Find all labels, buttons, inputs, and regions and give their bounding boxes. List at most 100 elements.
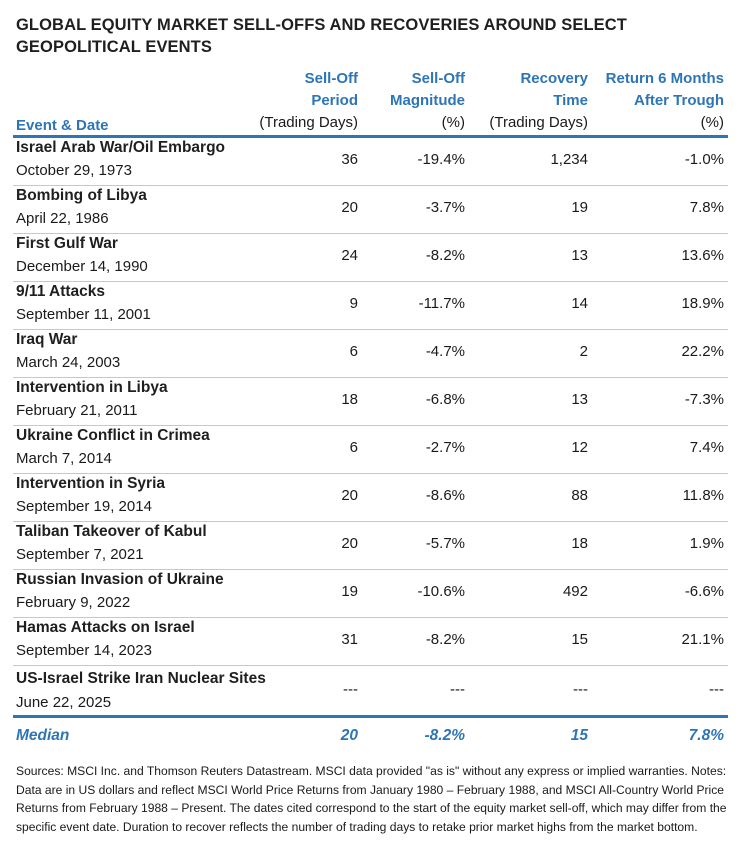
table-row: Iraq War March 24, 2003 6 -4.7% 2 22.2% [13, 330, 728, 378]
source-notes: Sources: MSCI Inc. and Thomson Reuters D… [16, 764, 727, 834]
recovery-time-cell: 18 [571, 535, 588, 552]
event-date: February 9, 2022 [16, 594, 131, 611]
event-date: March 7, 2014 [16, 450, 112, 467]
event-date: September 14, 2023 [16, 642, 152, 659]
return-6m-cell: 1.9% [689, 535, 724, 552]
selloff-magnitude-cell: -3.7% [425, 199, 465, 216]
selloff-period-cell: 6 [349, 343, 358, 360]
return-6m-cell: 22.2% [681, 343, 724, 360]
table-row: 9/11 Attacks September 11, 2001 9 -11.7% 14 1… [13, 282, 728, 330]
event-date: April 22, 1986 [16, 210, 109, 227]
recovery-time-cell: 1,234 [550, 151, 588, 168]
header-return-6m: Return 6 Months After Trough (%) [606, 68, 724, 134]
median-period: 20 [340, 727, 358, 744]
return-6m-cell: 7.8% [689, 199, 724, 216]
recovery-time-cell: 12 [571, 439, 588, 456]
event-name: Intervention in Syria [16, 475, 166, 492]
recovery-time-cell: 19 [571, 199, 588, 216]
selloff-magnitude-cell: --- [450, 681, 465, 698]
table-row: Russian Invasion of Ukraine February 9, 2… [13, 570, 728, 618]
header-recovery-time-line2: Time [553, 92, 588, 109]
header-selloff-magnitude-line2: Magnitude [390, 92, 465, 109]
median-divider [13, 715, 728, 718]
table-row: Ukraine Conflict in Crimea March 7, 2014 6… [13, 426, 728, 474]
selloff-period-cell: 24 [341, 247, 358, 264]
event-name: US-Israel Strike Iran Nuclear Sites [16, 670, 266, 687]
table-body: Israel Arab War/Oil Embargo October 29, 1… [13, 138, 728, 717]
header-return-6m-unit: (%) [700, 114, 724, 131]
median-return: 7.8% [688, 727, 724, 744]
header-divider [13, 135, 728, 138]
selloff-magnitude-cell: -8.2% [425, 631, 465, 648]
selloff-magnitude-cell: -8.2% [425, 247, 465, 264]
header-selloff-period-line2: Period [311, 92, 358, 109]
event-date: March 24, 2003 [16, 354, 121, 371]
header-recovery-time-unit: (Trading Days) [489, 114, 588, 131]
header-return-6m-line1: Return 6 Months [605, 70, 724, 87]
return-6m-cell: -6.6% [684, 583, 724, 600]
selloff-period-cell: 6 [349, 439, 358, 456]
table-row: Intervention in Libya February 21, 2011 18… [13, 378, 728, 426]
event-name: Taliban Takeover of Kabul [16, 523, 207, 540]
selloff-magnitude-cell: -11.7% [418, 295, 465, 312]
table-row: Israel Arab War/Oil Embargo October 29, 1… [13, 138, 728, 186]
event-name: Israel Arab War/Oil Embargo [16, 139, 226, 156]
recovery-time-cell: 15 [571, 631, 588, 648]
event-date: September 19, 2014 [16, 498, 152, 515]
table-row: Intervention in Syria September 19, 2014 2… [13, 474, 728, 522]
selloff-magnitude-cell: -10.6% [417, 583, 465, 600]
selloff-period-cell: 18 [341, 391, 358, 408]
table-row: Taliban Takeover of Kabul September 7, 20… [13, 522, 728, 570]
table-row: Hamas Attacks on Israel September 14, 202… [13, 618, 728, 666]
table-row: Bombing of Libya April 22, 1986 20 -3.7% 19 7… [13, 186, 728, 234]
table-row: First Gulf War December 14, 1990 24 -8.2% 13… [13, 234, 728, 282]
return-6m-cell: -7.3% [684, 391, 724, 408]
selloff-magnitude-cell: -8.6% [425, 487, 465, 504]
event-date: September 7, 2021 [16, 546, 144, 563]
event-date: September 11, 2001 [16, 306, 151, 323]
header-selloff-period-unit: (Trading Days) [259, 114, 358, 131]
table-row: US-Israel Strike Iran Nuclear Sites June … [13, 666, 728, 717]
recovery-time-cell: 492 [562, 583, 588, 600]
recovery-time-cell: 13 [571, 391, 588, 408]
event-name: 9/11 Attacks [16, 283, 106, 300]
median-row: Median 20 -8.2% 15 7.8% [13, 718, 728, 756]
header-selloff-magnitude-unit: (%) [441, 114, 465, 131]
event-date: February 21, 2011 [16, 402, 138, 419]
selloff-period-cell: 9 [349, 295, 358, 312]
event-name: Hamas Attacks on Israel [16, 619, 195, 636]
event-name: Intervention in Libya [16, 379, 168, 396]
event-name: First Gulf War [16, 235, 118, 252]
return-6m-cell: 13.6% [681, 247, 724, 264]
event-date: December 14, 1990 [16, 258, 148, 275]
header-event-label: Event & Date [16, 117, 109, 134]
selloff-period-cell: --- [343, 681, 358, 698]
return-6m-cell: 21.1% [681, 631, 724, 648]
recovery-time-cell: 88 [571, 487, 588, 504]
median-magnitude: -8.2% [424, 727, 466, 744]
event-date: October 29, 1973 [16, 162, 132, 179]
selloff-magnitude-cell: -19.4% [417, 151, 465, 168]
event-date: June 22, 2025 [16, 694, 112, 711]
selloff-magnitude-cell: -2.7% [425, 439, 465, 456]
recovery-time-cell: 14 [571, 295, 588, 312]
recovery-time-cell: 13 [571, 247, 588, 264]
return-6m-cell: 7.4% [689, 439, 724, 456]
recovery-time-cell: 2 [579, 343, 588, 360]
selloff-magnitude-cell: -4.7% [425, 343, 465, 360]
median-recovery: 15 [570, 727, 588, 744]
selloff-period-cell: 20 [341, 535, 358, 552]
header-selloff-magnitude: Sell-Off Magnitude (%) [390, 68, 465, 134]
return-6m-cell: -1.0% [684, 151, 724, 168]
header-return-6m-line2: After Trough [634, 92, 724, 109]
return-6m-cell: 18.9% [681, 295, 724, 312]
event-name: Ukraine Conflict in Crimea [16, 427, 210, 444]
recovery-time-cell: --- [573, 681, 588, 698]
event-name: Iraq War [16, 331, 78, 348]
selloff-magnitude-cell: -5.7% [425, 535, 465, 552]
selloff-period-cell: 36 [341, 151, 358, 168]
return-6m-cell: 11.8% [682, 487, 724, 504]
header-event: Event & Date [16, 115, 109, 137]
selloff-period-cell: 20 [341, 487, 358, 504]
header-recovery-time: Recovery Time (Trading Days) [489, 68, 588, 134]
